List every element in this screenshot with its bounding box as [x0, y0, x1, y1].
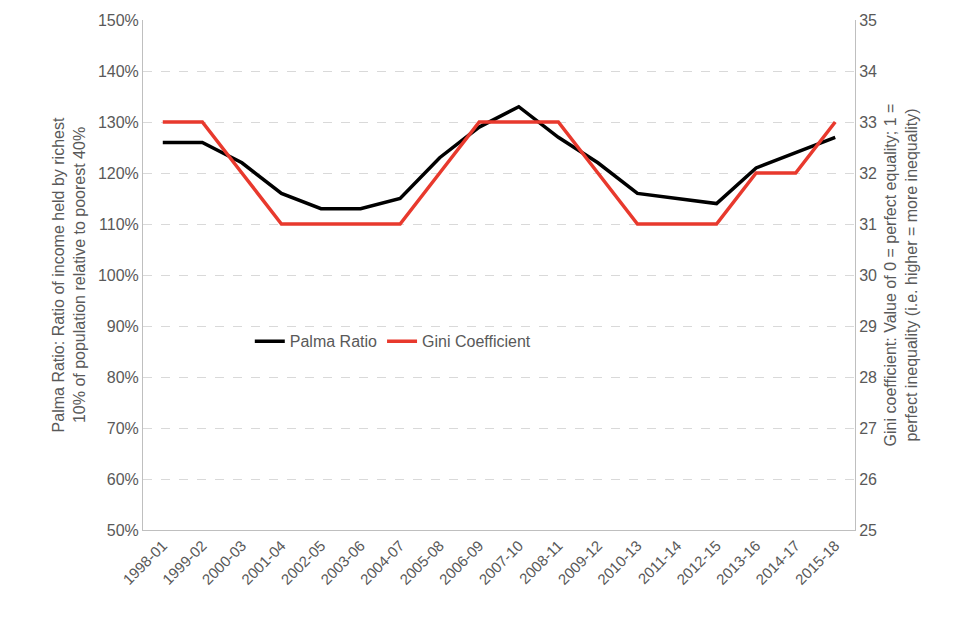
svg-text:100%: 100% [98, 267, 139, 284]
svg-text:2014-17: 2014-17 [752, 537, 803, 588]
svg-text:2004-07: 2004-07 [357, 537, 408, 588]
svg-text:35: 35 [859, 12, 877, 29]
svg-text:50%: 50% [107, 522, 139, 539]
svg-text:Palma Ratio: Palma Ratio [290, 333, 377, 350]
svg-text:26: 26 [859, 471, 877, 488]
svg-text:60%: 60% [107, 471, 139, 488]
svg-text:120%: 120% [98, 165, 139, 182]
svg-text:2011-14: 2011-14 [634, 537, 684, 587]
svg-text:1999-02: 1999-02 [159, 537, 210, 588]
svg-text:32: 32 [859, 165, 877, 182]
svg-text:2012-15: 2012-15 [673, 537, 724, 588]
svg-text:2010-13: 2010-13 [594, 537, 645, 588]
svg-text:2006-09: 2006-09 [436, 537, 487, 588]
svg-text:1998-01: 1998-01 [119, 537, 170, 588]
svg-text:30: 30 [859, 267, 877, 284]
svg-text:2000-03: 2000-03 [198, 537, 249, 588]
svg-text:2015-18: 2015-18 [792, 537, 843, 588]
svg-text:Gini Coefficient: Gini Coefficient [422, 333, 531, 350]
svg-text:150%: 150% [98, 12, 139, 29]
svg-text:90%: 90% [107, 318, 139, 335]
svg-text:2013-16: 2013-16 [713, 537, 764, 588]
svg-text:2002-05: 2002-05 [277, 537, 328, 588]
svg-text:130%: 130% [98, 114, 139, 131]
svg-text:29: 29 [859, 318, 877, 335]
svg-text:27: 27 [859, 420, 877, 437]
svg-text:28: 28 [859, 369, 877, 386]
svg-text:33: 33 [859, 114, 877, 131]
svg-text:2001-04: 2001-04 [238, 537, 289, 588]
svg-text:25: 25 [859, 522, 877, 539]
svg-text:110%: 110% [99, 216, 139, 233]
svg-text:70%: 70% [107, 420, 139, 437]
svg-text:Gini coefficient: Value of 0 =: Gini coefficient: Value of 0 = perfect e… [882, 104, 920, 447]
svg-text:140%: 140% [98, 63, 139, 80]
svg-text:Palma Ratio: Ratio of income h: Palma Ratio: Ratio of income held by ric… [50, 117, 88, 432]
svg-text:2008-11: 2008-11 [516, 537, 566, 587]
svg-text:2009-12: 2009-12 [554, 537, 605, 588]
svg-text:2007-10: 2007-10 [475, 537, 526, 588]
svg-text:2003-06: 2003-06 [317, 537, 368, 588]
svg-text:80%: 80% [107, 369, 139, 386]
svg-text:34: 34 [859, 63, 877, 80]
svg-text:2005-08: 2005-08 [396, 537, 447, 588]
svg-text:31: 31 [859, 216, 877, 233]
